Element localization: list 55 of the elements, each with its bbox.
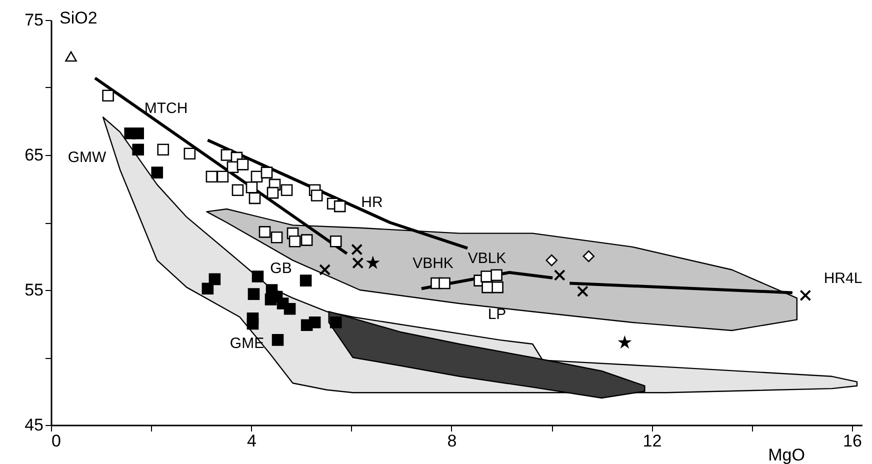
point: [252, 270, 264, 282]
point: [248, 288, 260, 300]
point: [208, 273, 221, 286]
point: [132, 144, 144, 156]
x-tick-label: 0: [52, 432, 61, 450]
annotation: GME: [230, 335, 264, 352]
annotation: GB: [270, 260, 292, 277]
annotation: HR: [361, 194, 383, 211]
point: [438, 277, 450, 290]
point: [151, 166, 164, 178]
annotation: HR4L: [824, 270, 862, 287]
annotation: MTCH: [144, 100, 188, 117]
point: [300, 234, 313, 246]
x-tick-label: 12: [642, 432, 662, 450]
point: [310, 190, 323, 202]
point: [288, 236, 301, 248]
point: [246, 318, 259, 330]
point: [352, 257, 364, 269]
x-tick-label: 16: [843, 432, 862, 450]
point: [800, 290, 812, 302]
point: [284, 303, 296, 315]
point: [308, 316, 321, 328]
x-tick-label: 4: [247, 432, 256, 450]
annotation: VBLK: [468, 250, 506, 267]
y-tick-label: 75: [24, 10, 44, 30]
point: [266, 186, 279, 199]
y-axis-title: SiO2: [60, 8, 98, 28]
point: [246, 182, 258, 194]
point: [490, 269, 502, 282]
point: [351, 244, 363, 256]
point: [492, 281, 504, 294]
point: [334, 200, 346, 212]
point: [330, 236, 342, 248]
y-tick-label: 55: [24, 280, 44, 300]
point: [554, 269, 566, 281]
point: [132, 128, 144, 140]
point: [576, 286, 588, 298]
point: [258, 226, 271, 238]
point: [619, 336, 630, 348]
point: [202, 282, 214, 295]
point: [330, 316, 342, 328]
point: [582, 250, 595, 262]
x-tick-label: 8: [447, 432, 457, 450]
y-tick-label: 45: [24, 416, 44, 434]
point: [300, 274, 312, 286]
annotation: GMW: [68, 149, 107, 166]
point: [367, 257, 379, 268]
point: [319, 264, 331, 276]
y-tick-label: 65: [24, 146, 44, 164]
point: [272, 334, 284, 346]
annotation: LP: [488, 306, 506, 323]
point: [270, 231, 283, 244]
annotation: VBHK: [412, 255, 454, 272]
x-axis-title: MgO: [768, 446, 805, 464]
point: [65, 51, 77, 62]
